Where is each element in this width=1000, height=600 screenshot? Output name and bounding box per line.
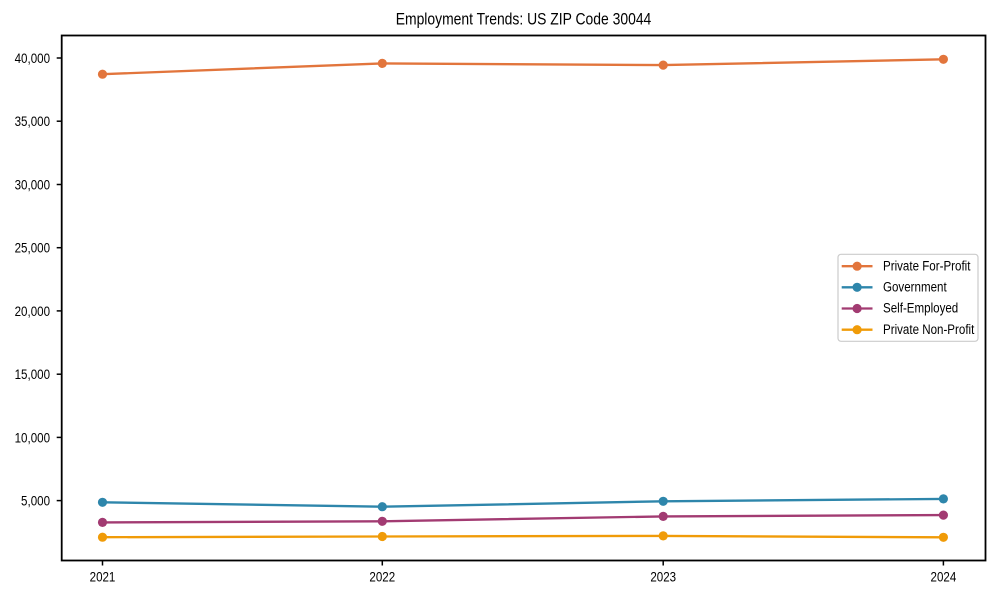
svg-text:20,000: 20,000: [15, 303, 50, 319]
svg-text:5,000: 5,000: [21, 492, 50, 508]
svg-text:15,000: 15,000: [15, 366, 50, 382]
svg-text:Private Non-Profit: Private Non-Profit: [883, 321, 975, 337]
svg-text:10,000: 10,000: [15, 429, 50, 445]
svg-text:Government: Government: [883, 278, 947, 294]
svg-text:2024: 2024: [931, 568, 957, 584]
svg-text:35,000: 35,000: [15, 113, 50, 129]
svg-text:Private For-Profit: Private For-Profit: [883, 257, 971, 273]
svg-text:40,000: 40,000: [15, 50, 50, 66]
svg-text:Self-Employed: Self-Employed: [883, 300, 958, 316]
svg-text:2023: 2023: [650, 568, 676, 584]
svg-text:2022: 2022: [369, 568, 395, 584]
svg-text:30,000: 30,000: [15, 176, 50, 192]
svg-text:Employment Trends: US ZIP Code: Employment Trends: US ZIP Code 30044: [396, 10, 652, 28]
svg-text:2021: 2021: [90, 568, 116, 584]
svg-text:25,000: 25,000: [15, 240, 50, 256]
